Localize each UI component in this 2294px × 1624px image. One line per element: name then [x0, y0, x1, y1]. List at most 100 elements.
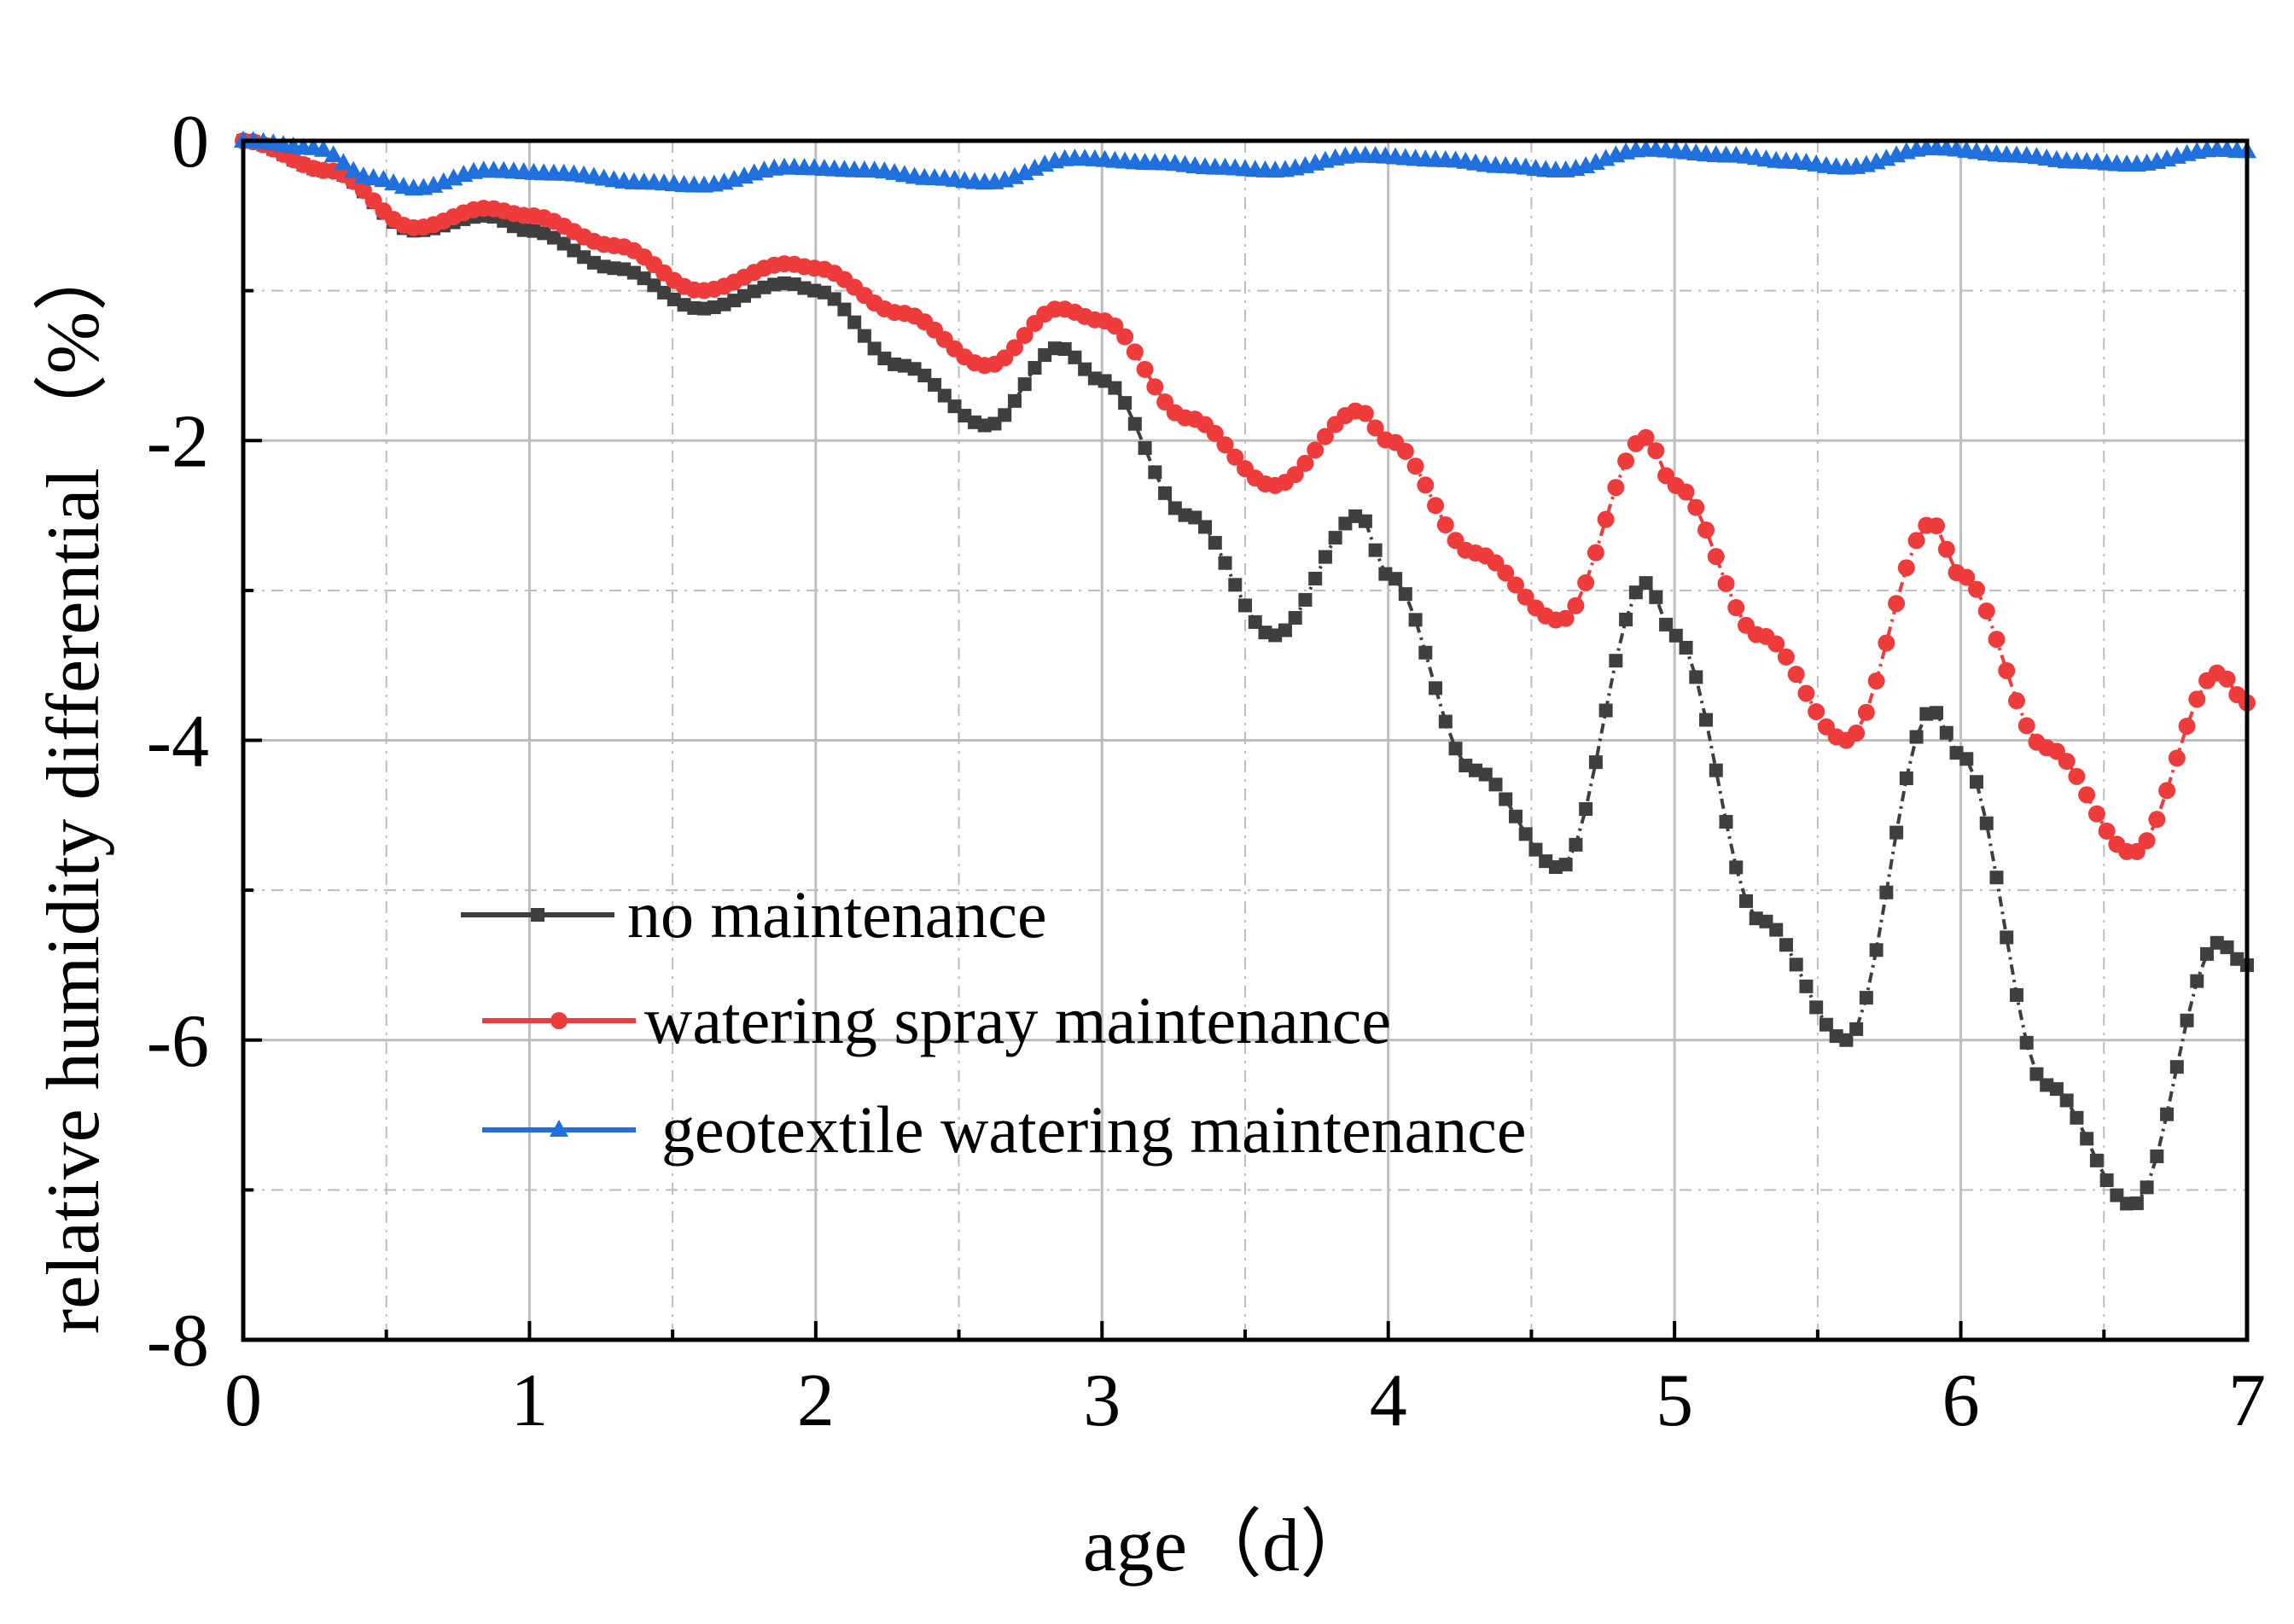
square-marker — [2049, 1082, 2064, 1097]
x-tick-label: 1 — [510, 1359, 548, 1442]
triangle-marker — [374, 169, 393, 187]
square-marker — [1779, 938, 1793, 952]
square-marker — [1007, 393, 1022, 408]
square-marker — [2160, 1107, 2175, 1121]
x-tick-label: 3 — [1083, 1359, 1121, 1442]
square-marker — [1639, 576, 1653, 591]
legend-label: geotextile watering maintenance — [661, 1092, 1527, 1167]
circle-marker — [1226, 448, 1244, 466]
square-marker — [1358, 514, 1372, 528]
circle-marker — [1417, 476, 1435, 494]
circle-marker — [1867, 672, 1885, 690]
circle-marker — [1307, 441, 1325, 459]
series-triangle — [234, 131, 2256, 196]
square-marker — [1508, 809, 1523, 824]
square-marker — [2000, 930, 2014, 945]
square-marker — [1569, 837, 1583, 852]
y-tick-label: -6 — [147, 1000, 209, 1083]
square-marker — [1158, 486, 1173, 500]
square-marker — [1579, 802, 1593, 817]
circle-marker — [1968, 580, 1986, 598]
square-marker — [1218, 556, 1232, 570]
square-marker — [2019, 1035, 2034, 1050]
gridlines — [243, 141, 2247, 1340]
square-marker — [531, 908, 544, 922]
circle-marker — [1216, 436, 1234, 454]
square-marker — [1889, 825, 1904, 840]
square-marker — [1318, 550, 1332, 564]
circle-marker — [1427, 497, 1445, 515]
circle-marker — [1958, 568, 1976, 586]
circle-marker — [2128, 842, 2146, 860]
square-marker — [1228, 578, 1243, 592]
square-marker — [1328, 531, 1342, 545]
square-marker — [1959, 752, 1974, 766]
circle-marker — [1607, 479, 1625, 497]
square-marker — [1699, 713, 1714, 727]
circle-marker — [1206, 424, 1224, 442]
square-marker — [928, 377, 942, 392]
triangle-marker — [323, 145, 343, 163]
square-marker — [1127, 416, 1142, 431]
square-marker — [2150, 1149, 2164, 1163]
circle-marker — [1436, 516, 1454, 534]
circle-marker — [1396, 442, 1414, 460]
square-marker — [1879, 885, 1894, 899]
legend: no maintenance watering spray maintenance… — [461, 877, 1527, 1167]
square-marker — [1659, 617, 1674, 632]
square-marker — [1408, 613, 1423, 627]
square-marker — [1118, 396, 1132, 410]
circle-marker — [2148, 811, 2166, 829]
circle-marker — [1146, 378, 1164, 396]
circle-marker — [1697, 521, 1715, 539]
circle-marker — [1005, 339, 1023, 357]
square-marker — [1148, 465, 1162, 480]
circle-marker — [1366, 419, 1384, 437]
circle-marker — [1797, 684, 1815, 702]
circle-marker — [1567, 597, 1585, 614]
circle-marker — [1557, 609, 1575, 627]
circle-marker — [2168, 749, 2186, 767]
square-marker — [1238, 598, 1252, 613]
square-marker — [1068, 350, 1082, 364]
square-marker — [1398, 587, 1412, 602]
square-marker — [1518, 827, 1533, 841]
circle-marker — [1597, 510, 1615, 528]
circle-marker — [1707, 548, 1725, 566]
square-marker — [1017, 377, 1032, 392]
square-marker — [1970, 775, 1984, 789]
circle-marker — [2138, 832, 2156, 850]
x-tick-label: 7 — [2228, 1359, 2266, 1442]
x-axis-title: age（d） — [1083, 1505, 1375, 1587]
circle-marker — [2158, 782, 2176, 800]
y-tick-label: -4 — [147, 701, 209, 783]
circle-marker — [1998, 661, 2016, 679]
circle-marker — [1156, 393, 1174, 411]
square-marker — [2200, 946, 2215, 961]
square-marker — [1799, 979, 1814, 993]
circle-marker — [1647, 442, 1665, 460]
circle-marker — [1316, 428, 1334, 445]
square-marker — [2220, 940, 2234, 955]
circle-marker — [1907, 532, 1925, 550]
square-marker — [2059, 1093, 2074, 1108]
y-axis-title: relative humidity differential （%） — [32, 236, 115, 1334]
triangle-marker — [334, 153, 353, 171]
circle-marker — [2007, 692, 2025, 710]
circle-marker — [1286, 466, 1304, 484]
circle-marker — [1878, 634, 1895, 652]
circle-marker — [2188, 690, 2206, 708]
x-tick-label: 6 — [1942, 1359, 1980, 1442]
circle-marker — [2087, 805, 2105, 823]
square-marker — [1839, 1033, 1854, 1047]
square-marker — [1389, 572, 1403, 586]
circle-marker — [1937, 540, 1955, 558]
square-marker — [2140, 1180, 2154, 1195]
circle-marker — [1617, 452, 1635, 470]
y-tick-label: -8 — [147, 1300, 209, 1382]
series-layer — [234, 131, 2256, 1211]
y-tick-label: 0 — [172, 101, 209, 183]
square-marker — [847, 315, 862, 329]
square-marker — [1588, 755, 1603, 770]
